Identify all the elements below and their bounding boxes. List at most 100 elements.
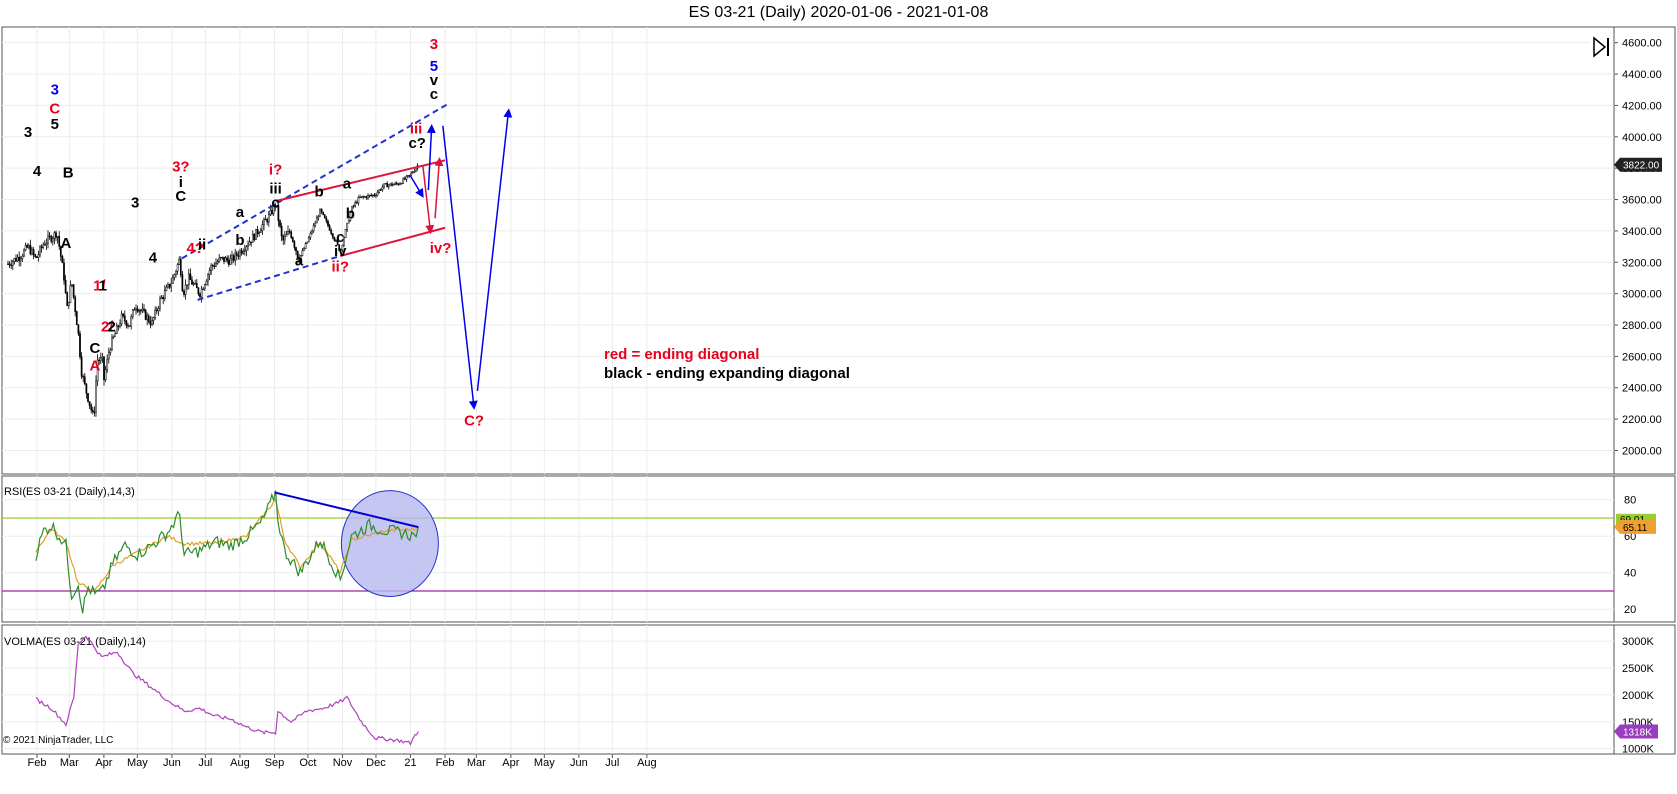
- x-tick-label: 21: [404, 757, 416, 769]
- candle: [298, 257, 301, 263]
- candle: [167, 283, 169, 288]
- candle: [203, 284, 206, 290]
- x-tick-label: Aug: [230, 757, 250, 769]
- volma-title: VOLMA(ES 03-21 (Daily),14): [4, 636, 146, 648]
- candle: [130, 316, 133, 327]
- candle: [407, 175, 409, 177]
- x-tick-label: Mar: [467, 757, 486, 769]
- candle: [152, 317, 155, 321]
- candle: [195, 283, 198, 289]
- candle: [171, 277, 174, 284]
- candle: [131, 309, 134, 318]
- last-price-badge: [1614, 157, 1662, 172]
- candle: [186, 284, 189, 286]
- candle: [387, 184, 390, 188]
- y-tick-label: 2000.00: [1622, 445, 1662, 457]
- candle: [127, 325, 129, 327]
- candle: [21, 255, 24, 259]
- wave-label: a: [295, 252, 304, 269]
- legend-note: black - ending expanding diagonal: [604, 365, 850, 382]
- candle: [378, 189, 381, 193]
- candle: [274, 204, 277, 206]
- candle: [392, 184, 395, 186]
- y-tick-label: 2400.00: [1622, 383, 1662, 395]
- wave-label: 3: [51, 81, 59, 98]
- wave-label: 2: [108, 318, 116, 335]
- wave-label: A: [61, 235, 72, 252]
- candle: [191, 279, 193, 285]
- last-price-label: 3822.00: [1623, 161, 1660, 172]
- candle: [247, 244, 249, 247]
- candle: [237, 255, 240, 257]
- candle: [93, 411, 96, 413]
- y-tick-label: 3600.00: [1622, 195, 1662, 207]
- wave-label: c: [430, 86, 438, 103]
- candle: [376, 192, 379, 196]
- candle: [320, 208, 323, 213]
- candle: [215, 263, 217, 267]
- copyright-label: © 2021 NinjaTrader, LLC: [3, 735, 114, 746]
- candle: [147, 315, 150, 322]
- candle: [15, 258, 17, 262]
- candle: [303, 248, 305, 251]
- candle: [267, 214, 270, 223]
- wave-label: 1/: [93, 277, 106, 294]
- candle: [8, 263, 11, 266]
- x-tick-label: Nov: [333, 757, 353, 769]
- price-panel[interactable]: 3822.00: [7, 157, 1662, 417]
- candle: [309, 232, 312, 238]
- candle: [59, 246, 62, 257]
- wave-label: c: [336, 229, 344, 246]
- y-tick-label: 3400.00: [1622, 226, 1662, 238]
- projection-arrow: [422, 164, 435, 235]
- candle: [219, 257, 222, 259]
- candle: [50, 236, 53, 242]
- candle: [200, 288, 203, 298]
- candle: [235, 252, 238, 256]
- x-tick-label: May: [534, 757, 555, 769]
- wave-label: 1: [99, 277, 107, 294]
- candle: [355, 202, 358, 204]
- candle: [47, 235, 49, 244]
- candle: [197, 287, 200, 295]
- candle: [306, 241, 309, 244]
- candle: [98, 359, 101, 362]
- candle: [11, 261, 14, 266]
- candle: [287, 231, 289, 235]
- candle: [213, 265, 216, 267]
- candle: [69, 285, 72, 303]
- candle: [224, 257, 227, 262]
- y-tick-label: 2600.00: [1622, 351, 1662, 363]
- play-end-icon[interactable]: [1590, 36, 1612, 58]
- candle: [79, 333, 81, 358]
- wave-label: b: [235, 232, 244, 249]
- candle: [216, 261, 219, 264]
- candle: [135, 308, 137, 310]
- candle: [307, 237, 310, 243]
- candle: [175, 270, 177, 275]
- volma-panel[interactable]: VOLMA(ES 03-21 (Daily),14) 1318K: [4, 635, 1658, 746]
- x-tick-label: Feb: [436, 757, 455, 769]
- candle: [295, 247, 297, 252]
- candle: [344, 229, 347, 238]
- wave-label: B: [63, 165, 74, 182]
- candle: [192, 283, 195, 285]
- candle: [85, 383, 88, 394]
- rsi-panel[interactable]: RSI(ES 03-21 (Daily),14,3)69.0165.11: [2, 486, 1656, 614]
- wave-label: ii: [198, 237, 206, 254]
- wave-label: a: [343, 176, 352, 193]
- x-tick-label: Jul: [198, 757, 212, 769]
- wave-label: iii: [269, 180, 282, 197]
- x-tick-label: Apr: [95, 757, 112, 769]
- candle: [333, 237, 336, 241]
- candle: [411, 172, 414, 174]
- candle: [37, 254, 40, 258]
- y-tick-label: 3000.00: [1622, 289, 1662, 301]
- candle: [368, 194, 371, 197]
- candle: [26, 245, 29, 248]
- volma-last-badge: [1614, 724, 1658, 739]
- candle: [280, 225, 283, 237]
- candle: [293, 241, 296, 248]
